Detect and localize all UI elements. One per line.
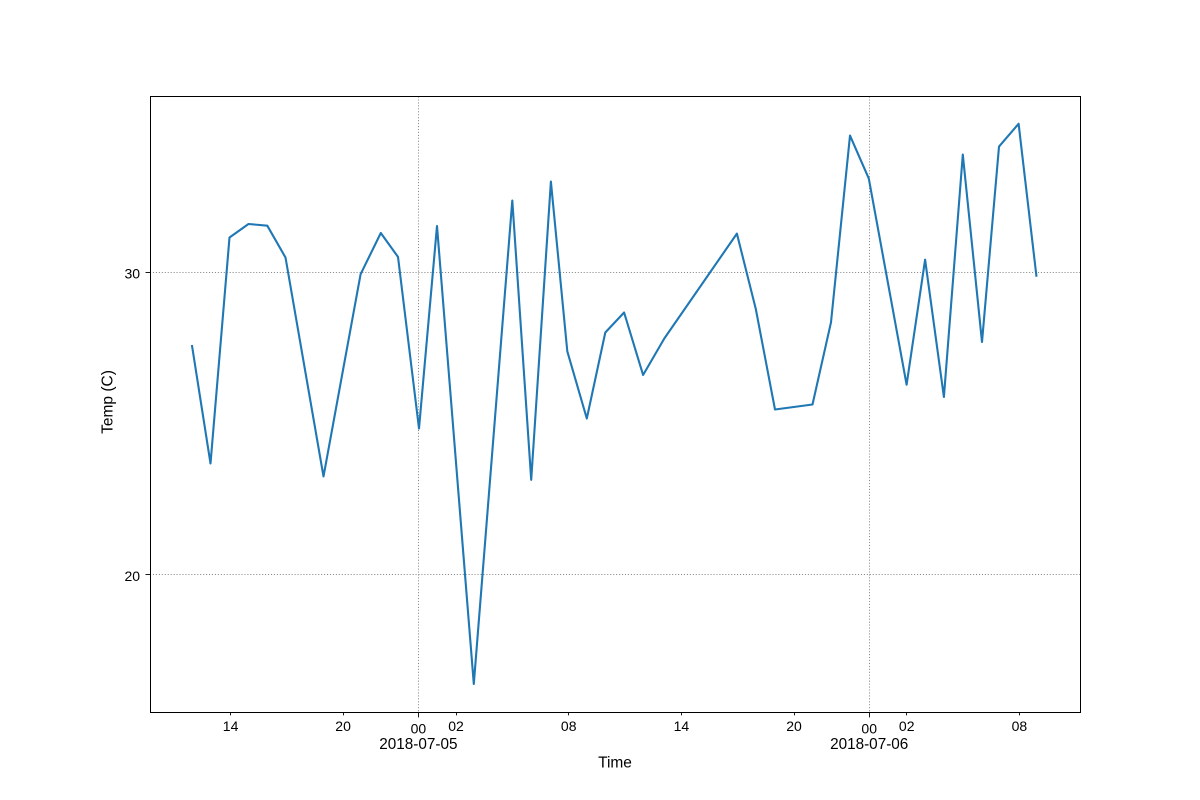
svg-text:00: 00 bbox=[861, 721, 877, 737]
svg-text:08: 08 bbox=[561, 718, 577, 734]
svg-text:2018-07-05: 2018-07-05 bbox=[379, 736, 457, 753]
svg-text:30: 30 bbox=[125, 266, 141, 282]
svg-text:20: 20 bbox=[335, 718, 351, 734]
svg-text:02: 02 bbox=[448, 718, 464, 734]
svg-text:02: 02 bbox=[899, 718, 915, 734]
svg-text:Time: Time bbox=[598, 755, 632, 772]
svg-text:14: 14 bbox=[674, 718, 690, 734]
svg-text:2018-07-06: 2018-07-06 bbox=[830, 736, 908, 753]
svg-text:14: 14 bbox=[223, 718, 239, 734]
svg-text:20: 20 bbox=[125, 568, 141, 584]
svg-text:20: 20 bbox=[786, 718, 802, 734]
svg-text:08: 08 bbox=[1012, 718, 1028, 734]
svg-text:Temp (C): Temp (C) bbox=[99, 370, 116, 434]
svg-text:00: 00 bbox=[411, 721, 427, 737]
